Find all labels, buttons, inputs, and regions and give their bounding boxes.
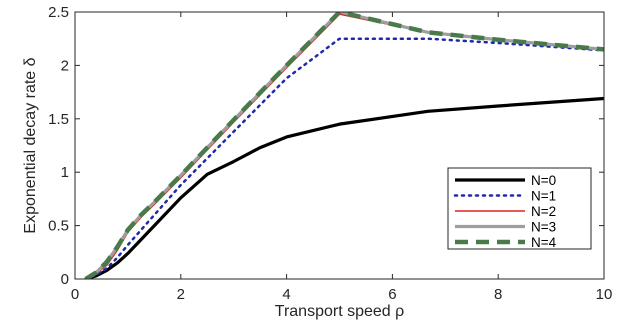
y-tick-label: 2.5 [48, 4, 69, 21]
legend: N=0N=1N=2N=3N=4 [447, 167, 592, 250]
legend-label-n2: N=2 [531, 204, 556, 219]
legend-label-n1: N=1 [531, 189, 556, 204]
series-layer [84, 12, 604, 279]
y-tick-label: 1.5 [48, 111, 69, 128]
x-tick-label: 10 [596, 286, 613, 303]
legend-label-n0: N=0 [531, 173, 556, 188]
y-tick-label: 0 [61, 271, 69, 288]
x-tick-label: 8 [494, 286, 502, 303]
y-tick-label: 2 [61, 57, 69, 74]
x-tick-label: 2 [177, 286, 185, 303]
y-axis-title: Exponential decay rate δ [22, 57, 39, 233]
series-line-n4 [84, 12, 604, 279]
legend-label-n4: N=4 [531, 235, 557, 250]
x-tick-label: 4 [282, 286, 290, 303]
axes-box [74, 11, 605, 280]
x-axis-title: Transport speed ρ [275, 303, 404, 320]
x-tick-label: 6 [388, 286, 396, 303]
legend-label-n3: N=3 [531, 220, 556, 235]
y-tick-label: 0.5 [48, 218, 69, 235]
y-tick-label: 1 [61, 164, 69, 181]
x-tick-label: 0 [71, 286, 79, 303]
ticks-layer: 0 2 4 6 8 10 0 0.5 1 1.5 2 2.5 [48, 4, 612, 303]
series-line-n0 [85, 96, 604, 279]
